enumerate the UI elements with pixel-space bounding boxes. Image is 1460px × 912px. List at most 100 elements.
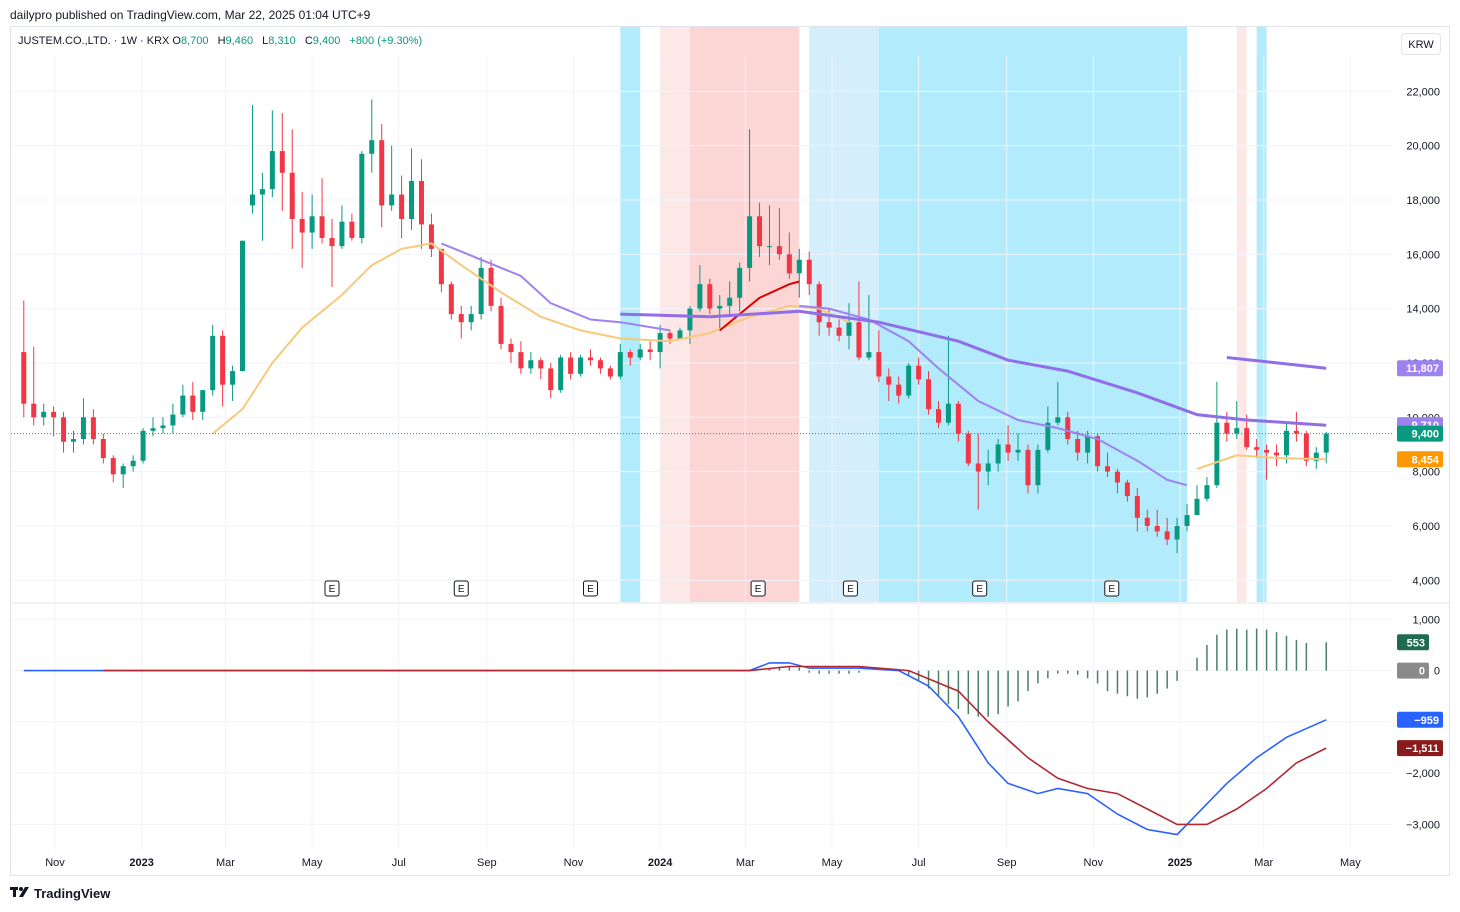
- candle-body: [369, 140, 375, 154]
- candle-body: [707, 284, 713, 309]
- price-badge: [1397, 425, 1443, 442]
- legend-close-value: 9,400: [312, 35, 341, 47]
- legend-open-value: 8,700: [180, 35, 209, 47]
- macd-badge-label: −1,511: [1406, 743, 1439, 755]
- candle-body: [727, 297, 733, 306]
- candle-body: [468, 314, 474, 323]
- price-badge-label: 8,454: [1411, 454, 1439, 466]
- moving-average-line: [719, 280, 800, 332]
- candle-body: [1154, 525, 1160, 532]
- moving-average-line: [212, 242, 850, 435]
- candle-body: [1254, 447, 1260, 450]
- legend-symbol[interactable]: JUSTEM.CO.,LTD. · 1W · KRX: [18, 35, 170, 47]
- candle-body: [617, 352, 623, 377]
- candle-body: [41, 411, 47, 418]
- candle-body: [776, 246, 782, 255]
- symbol-legend: JUSTEM.CO.,LTD. · 1W · KRX O8,700 H9,460…: [18, 35, 428, 47]
- candle-body: [657, 333, 663, 353]
- earnings-marker: [972, 580, 988, 597]
- candle-body: [717, 305, 723, 309]
- y-tick-label: 18,000: [1406, 195, 1440, 207]
- price-badge-label: 11,807: [1406, 363, 1439, 375]
- earnings-marker-label: E: [755, 584, 762, 595]
- candle-body: [269, 151, 275, 190]
- candle-body: [160, 425, 166, 429]
- candle-body: [647, 349, 653, 353]
- candle-body: [846, 322, 852, 336]
- candle-body: [528, 360, 534, 369]
- candle-body: [1244, 428, 1250, 448]
- candle-body: [856, 322, 862, 358]
- price-badge: [1397, 451, 1443, 468]
- macd-y-tick-label: −2,000: [1406, 768, 1440, 780]
- candle-body: [1124, 482, 1130, 497]
- candle-body: [1015, 449, 1021, 453]
- macd-badge: [1397, 662, 1429, 679]
- candle-body: [1055, 417, 1061, 423]
- candle-body: [1313, 452, 1319, 461]
- footer-brand[interactable]: TradingView: [10, 886, 110, 901]
- x-tick-label: Mar: [216, 857, 235, 869]
- moving-average-line: [1196, 454, 1327, 470]
- candle-body: [697, 284, 703, 309]
- candle-body: [1134, 496, 1140, 518]
- candle-body: [816, 284, 822, 323]
- candle-body: [110, 458, 116, 475]
- x-tick-label: May: [1340, 857, 1361, 869]
- currency-button[interactable]: KRW: [1401, 33, 1441, 55]
- x-tick-label: Nov: [564, 857, 584, 869]
- candle-body: [826, 322, 832, 328]
- legend-high-label: H: [217, 35, 226, 47]
- candle-body: [588, 357, 594, 361]
- candle-body: [896, 384, 902, 396]
- candle-body: [1095, 436, 1101, 467]
- background-band: [1256, 27, 1267, 602]
- y-tick-label: 4,000: [1412, 575, 1440, 587]
- candle-body: [379, 140, 385, 206]
- legend-close-label: C: [304, 35, 313, 47]
- y-tick-label: 6,000: [1412, 521, 1440, 533]
- macd-line: [23, 662, 1327, 836]
- y-tick-label: 8,000: [1412, 467, 1440, 479]
- candle-body: [757, 216, 763, 247]
- candle-body: [935, 409, 941, 423]
- earnings-marker-label: E: [847, 584, 854, 595]
- candle-body: [80, 417, 86, 440]
- macd-badge: [1397, 711, 1443, 728]
- x-tick-label: Mar: [1254, 857, 1273, 869]
- candle-body: [478, 267, 484, 315]
- candle-body: [906, 365, 912, 396]
- x-tick-label: 2024: [648, 857, 673, 869]
- candle-body: [796, 259, 802, 274]
- earnings-marker-label: E: [976, 584, 983, 595]
- candle-body: [945, 403, 951, 423]
- candle-body: [607, 368, 613, 377]
- candle-body: [627, 352, 633, 358]
- candle-body: [140, 430, 146, 461]
- footer-brand-text: TradingView: [34, 886, 111, 901]
- candle-body: [200, 390, 206, 412]
- earnings-marker: [583, 580, 599, 597]
- candle-body: [220, 335, 226, 385]
- x-tick-label: Sep: [477, 857, 497, 869]
- candle-body: [170, 414, 176, 426]
- candle-body: [558, 357, 564, 391]
- candle-body: [637, 349, 643, 358]
- legend-low-label: L: [262, 35, 269, 47]
- candle-body: [1204, 485, 1210, 499]
- candle-body: [309, 216, 315, 233]
- y-tick-label: 22,000: [1406, 86, 1440, 98]
- candle-body: [458, 314, 464, 323]
- candle-body: [1274, 452, 1280, 456]
- candle-body: [438, 248, 444, 285]
- candle-body: [766, 246, 772, 248]
- background-band: [878, 27, 1188, 602]
- candle-body: [418, 180, 424, 225]
- x-tick-label: Sep: [997, 857, 1017, 869]
- candle-body: [836, 327, 842, 336]
- macd-badge: [1397, 740, 1443, 757]
- y-tick-label: 16,000: [1406, 249, 1440, 261]
- y-tick-label: 14,000: [1406, 304, 1440, 316]
- candle-body: [230, 371, 236, 385]
